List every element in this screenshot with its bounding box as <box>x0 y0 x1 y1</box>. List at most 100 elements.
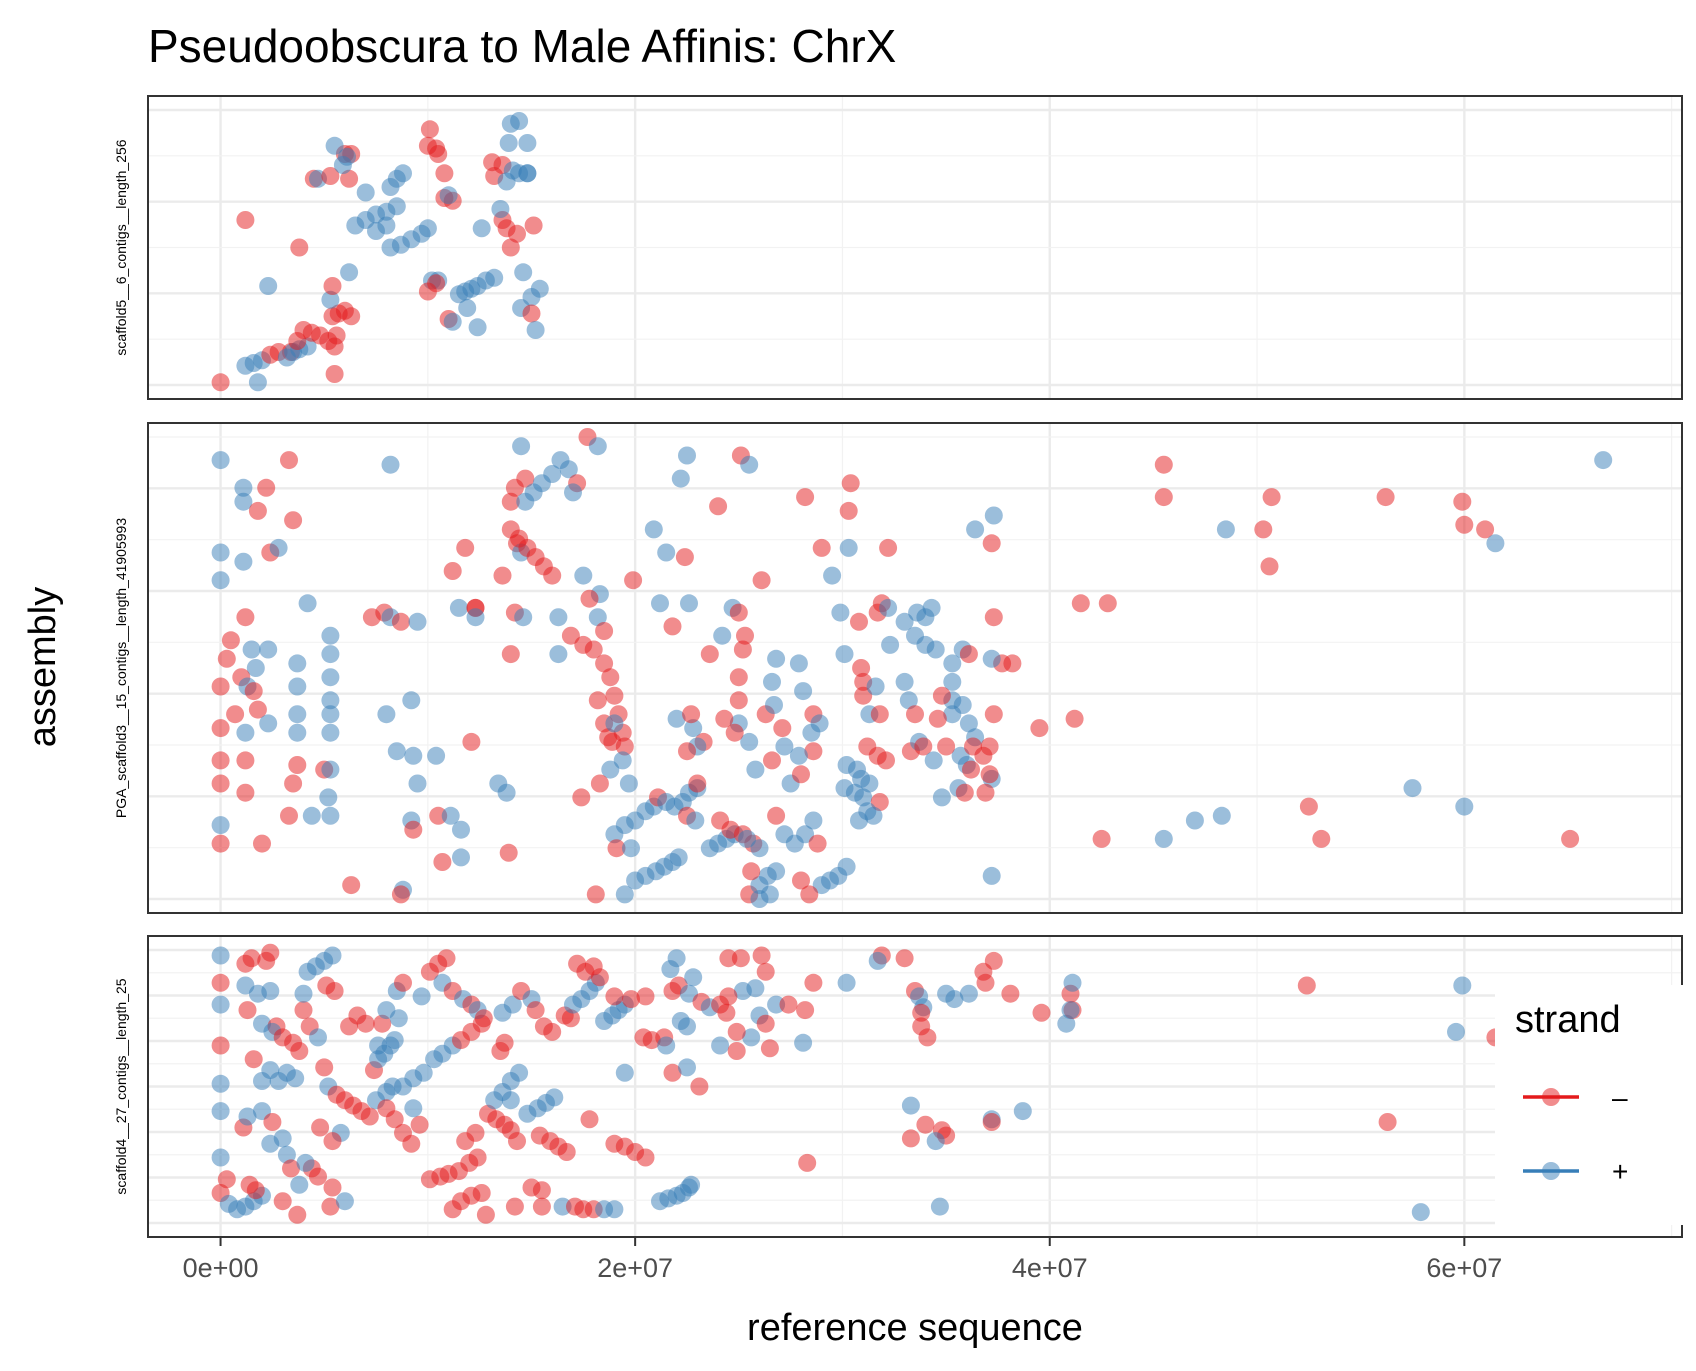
data-point <box>561 626 580 645</box>
data-point <box>605 714 624 733</box>
data-point <box>1312 829 1331 848</box>
data-point <box>259 640 278 659</box>
data-point <box>311 1118 330 1137</box>
data-point <box>1453 492 1472 511</box>
data-point <box>636 987 655 1006</box>
data-point <box>742 862 761 881</box>
data-point <box>545 1088 564 1107</box>
data-point <box>387 742 406 761</box>
data-point <box>211 1102 230 1121</box>
data-point <box>727 1022 746 1041</box>
data-point <box>1071 594 1090 613</box>
data-point <box>1594 451 1613 470</box>
data-point <box>217 1170 236 1189</box>
data-point <box>387 197 406 216</box>
data-point <box>678 1017 696 1036</box>
data-point <box>1063 973 1082 992</box>
data-point <box>729 668 748 687</box>
data-point <box>725 723 744 742</box>
data-point <box>211 677 230 696</box>
data-point <box>402 691 421 710</box>
data-point <box>1455 797 1474 816</box>
data-point <box>551 451 570 470</box>
data-point <box>377 216 396 235</box>
data-point <box>472 1184 491 1202</box>
data-point <box>854 788 873 807</box>
data-point <box>601 760 620 779</box>
data-point <box>982 534 1001 553</box>
data-point <box>508 224 526 243</box>
panels: scaffold5__6_contigs__length_256 PGA_scaf… <box>113 95 1683 1238</box>
data-point <box>760 1039 779 1058</box>
data-point <box>622 839 640 858</box>
data-point <box>1185 811 1204 830</box>
data-point <box>1154 488 1173 507</box>
data-point <box>321 705 340 724</box>
data-point <box>263 1113 282 1131</box>
data-point <box>217 649 236 668</box>
data-point <box>926 640 945 659</box>
data-point <box>912 1003 931 1022</box>
data-point <box>1065 709 1084 728</box>
data-point <box>870 793 889 811</box>
data-point <box>779 995 798 1014</box>
data-point <box>682 1175 701 1194</box>
data-point <box>918 1028 937 1047</box>
data-point <box>514 608 533 627</box>
data-point <box>615 885 634 904</box>
data-point <box>290 1175 309 1194</box>
data-point <box>763 672 781 691</box>
data-point <box>767 649 786 668</box>
data-point <box>518 164 537 183</box>
data-point <box>729 691 748 710</box>
data-point <box>841 474 860 493</box>
data-point <box>404 1099 423 1118</box>
data-point <box>740 732 759 751</box>
data-point <box>767 806 786 825</box>
data-point <box>661 960 680 979</box>
data-point <box>1098 594 1117 613</box>
data-point <box>211 774 230 793</box>
data-point <box>895 672 914 691</box>
data-point <box>236 783 255 802</box>
data-point <box>443 562 462 580</box>
data-point <box>937 737 956 756</box>
panel-points <box>211 428 1613 908</box>
data-point <box>211 973 230 992</box>
data-point <box>342 307 361 326</box>
strip-label-clip: PGA_scaffold3__15_contigs__length_419059… <box>113 518 129 818</box>
data-point <box>926 1132 945 1151</box>
data-point <box>288 677 307 696</box>
data-point <box>835 645 854 664</box>
data-point <box>321 167 340 185</box>
data-point <box>420 120 439 139</box>
data-point <box>526 321 545 339</box>
data-point <box>1013 1102 1032 1121</box>
data-point <box>831 603 850 622</box>
data-point <box>356 1014 375 1033</box>
data-point <box>412 987 431 1006</box>
data-point <box>323 277 342 295</box>
data-point <box>982 649 1001 668</box>
data-point <box>731 949 750 968</box>
data-point <box>588 437 607 456</box>
data-point <box>775 737 794 756</box>
data-point <box>557 1143 576 1161</box>
data-point <box>323 1132 342 1151</box>
data-point <box>962 760 980 779</box>
data-point <box>244 682 263 701</box>
data-point <box>526 1001 545 1020</box>
data-point <box>984 608 1003 627</box>
data-point <box>499 843 518 862</box>
data-point <box>1057 1014 1076 1033</box>
data-point <box>976 783 995 802</box>
data-point <box>590 774 609 793</box>
data-point <box>932 788 951 807</box>
data-point <box>449 598 468 617</box>
data-point <box>688 774 707 793</box>
data-point <box>651 594 669 613</box>
data-point <box>953 696 972 714</box>
data-point <box>288 705 307 724</box>
data-point <box>356 183 375 202</box>
data-point <box>456 538 475 557</box>
